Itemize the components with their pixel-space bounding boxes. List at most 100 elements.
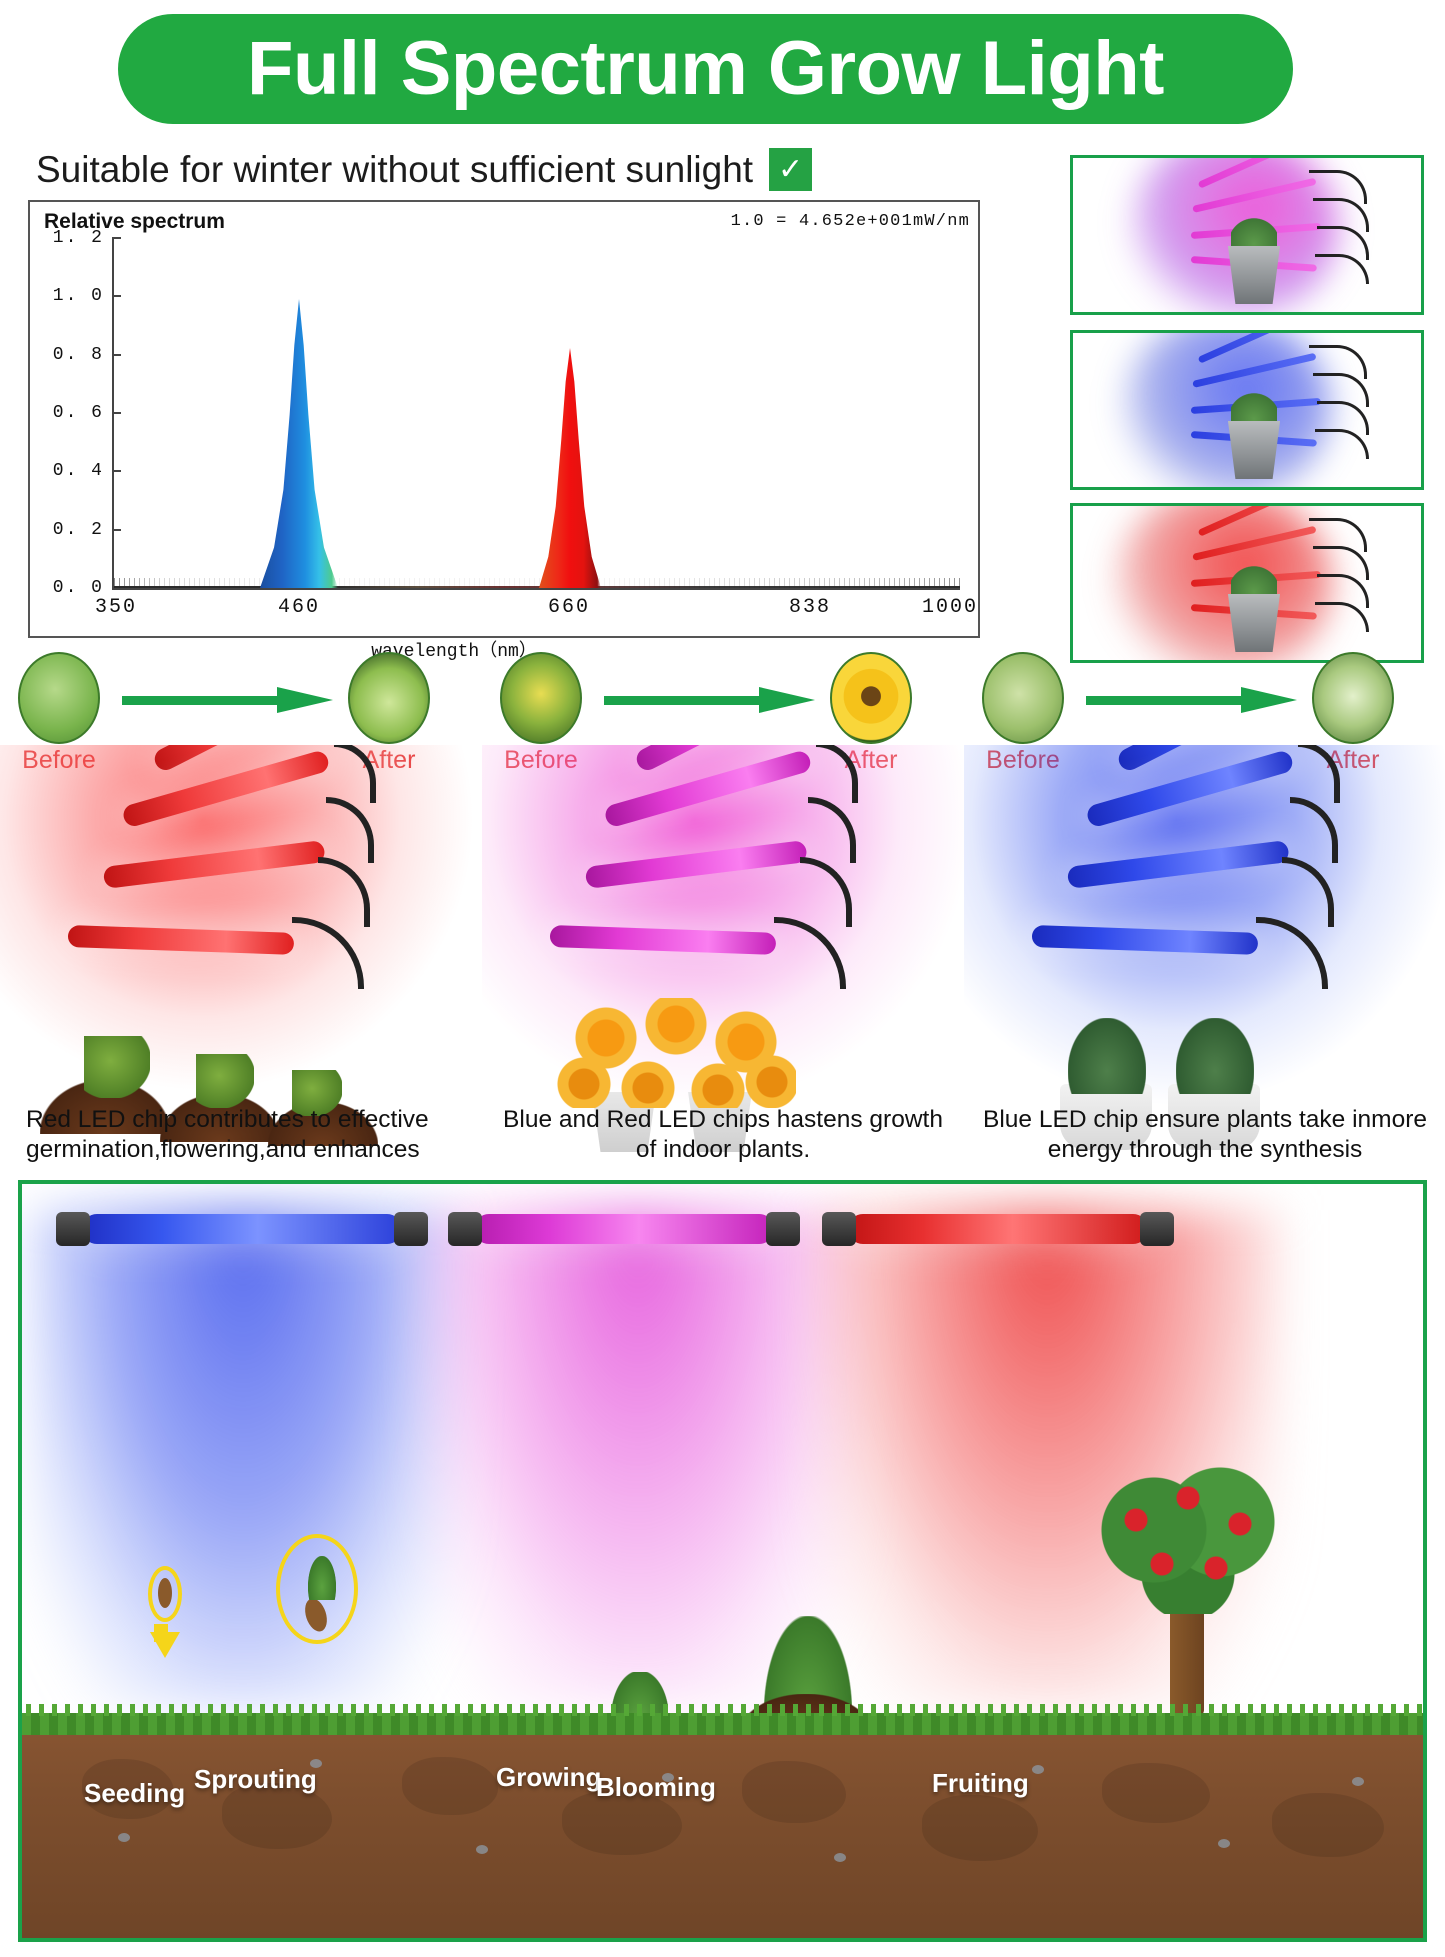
grass-layer	[22, 1704, 1423, 1735]
check-icon: ✓	[769, 148, 813, 191]
caption-red: Red LED chip contributes to effective ge…	[26, 1106, 429, 1163]
stage-label-blooming: Blooming	[596, 1772, 716, 1802]
soil-pebble	[662, 1773, 674, 1782]
x-tick-3: 838	[788, 596, 832, 619]
arrow-head	[759, 687, 815, 713]
bar-cap-left-2	[448, 1212, 482, 1246]
gooseneck-1	[816, 745, 858, 803]
growth-stage-banner: Seeding Sprouting Growing Blooming Fruit…	[18, 1180, 1427, 1942]
arrow-head	[1241, 687, 1297, 713]
blue-peak	[260, 299, 338, 588]
arrow-icon	[604, 687, 815, 713]
y-tick-3: 0. 6	[52, 403, 104, 423]
seed-oval-2	[276, 1534, 358, 1644]
seed-1	[158, 1578, 172, 1608]
before-image-1	[18, 652, 100, 744]
comparison-panels: Before After Red LED chip c	[0, 650, 1445, 1163]
y-tick-6: 1. 2	[52, 228, 104, 248]
gooseneck-1	[1298, 745, 1340, 803]
x-tick-2: 660	[547, 596, 591, 619]
thumbnail-red-lamp	[1070, 503, 1424, 663]
panel-red: Before After Red LED chip c	[0, 650, 482, 1163]
panel-blue: Before After Blue LED chip ensure plants…	[964, 650, 1445, 1163]
after-image-1	[348, 652, 430, 744]
x-tick-1: 460	[277, 596, 321, 619]
thumbnail-pink-lamp	[1070, 155, 1424, 315]
title-banner: Full Spectrum Grow Light	[118, 14, 1293, 124]
succulent-2	[1176, 1018, 1254, 1094]
caption-pink: Blue and Red LED chips hastens growth of…	[503, 1106, 943, 1163]
stage-label-seeding: Seeding	[84, 1778, 186, 1808]
soil-layer	[22, 1704, 1423, 1938]
soil-clod	[222, 1783, 332, 1849]
red-peak	[539, 348, 601, 588]
soil-clod	[562, 1791, 682, 1855]
y-tick-mark-6	[112, 237, 121, 239]
soil-pebble	[1032, 1765, 1044, 1774]
soil-clod	[922, 1795, 1038, 1861]
bar-cap-right-1	[394, 1212, 428, 1246]
soil-clod	[1272, 1793, 1384, 1857]
seedling-1	[84, 1036, 150, 1098]
before-image-3	[982, 652, 1064, 744]
chart-plot-area: 0. 0 0. 2 0. 4 0. 6 0. 8 1. 0 1. 2 350 4…	[53, 228, 976, 662]
spectrum-chart: Relative spectrum 1.0 = 4.652e+001mW/nm …	[28, 200, 980, 662]
chart-title: Relative spectrum	[44, 210, 225, 233]
x-axis-label: wavelength（nm）	[371, 642, 537, 662]
y-tick-0: 0. 0	[52, 578, 104, 598]
red-cone	[812, 1210, 1282, 1710]
mini-pot-1	[1227, 246, 1281, 304]
stage-label-sprouting: Sprouting	[194, 1764, 317, 1794]
soil-pebble	[834, 1853, 846, 1862]
bottom-bar-blue	[82, 1214, 402, 1244]
bar-cap-left-3	[822, 1212, 856, 1246]
mini-pot-3	[1227, 594, 1281, 652]
arrow-icon	[1086, 687, 1297, 713]
soil-pebble	[1218, 1839, 1230, 1848]
check-glyph: ✓	[778, 152, 804, 186]
panel-pink: Before After Blue and Red LED chips hast…	[482, 650, 964, 1163]
y-tick-1: 0. 2	[52, 520, 104, 540]
subtitle-text: Suitable for winter without sufficient s…	[36, 148, 754, 190]
after-image-3	[1312, 652, 1394, 744]
thumbnail-blue-lamp	[1070, 330, 1424, 490]
arrow-shaft	[1086, 696, 1246, 705]
succulent-1	[1068, 1018, 1146, 1094]
sprout-leaves	[308, 1556, 336, 1600]
blue-cone	[28, 1210, 458, 1710]
scene-blue	[964, 745, 1445, 1160]
subtitle-row: Suitable for winter without sufficient s…	[36, 148, 813, 191]
succulent-pot-1	[1060, 1084, 1152, 1150]
bottom-bar-pink	[474, 1214, 774, 1244]
arrow-shaft	[604, 696, 764, 705]
bar-cap-right-2	[766, 1212, 800, 1246]
y-tick-mark-0	[112, 587, 121, 589]
y-tick-5: 1. 0	[52, 286, 104, 306]
soil-pebble	[310, 1759, 322, 1768]
tree-fruits	[1100, 1468, 1278, 1608]
y-tick-mark-5	[112, 295, 121, 297]
y-tick-2: 0. 4	[52, 461, 104, 481]
before-image-2	[500, 652, 582, 744]
caption-blue: Blue LED chip ensure plants take inmore …	[983, 1106, 1427, 1163]
scene-red	[0, 745, 482, 1160]
soil-clod	[82, 1759, 174, 1819]
after-image-2	[830, 652, 912, 744]
arrow-head	[277, 687, 333, 713]
x-tick-0: 350	[94, 596, 138, 619]
sunflowers	[556, 998, 796, 1108]
y-tick-4: 0. 8	[52, 345, 104, 365]
soil-pebble	[476, 1845, 488, 1854]
seedling-2	[196, 1054, 254, 1108]
chart-annotation: 1.0 = 4.652e+001mW/nm	[730, 212, 970, 231]
y-axis	[112, 238, 114, 590]
soil-clod	[402, 1757, 498, 1815]
page-title: Full Spectrum Grow Light	[247, 26, 1164, 111]
succulent-pot-2	[1168, 1084, 1260, 1150]
mini-pot-2	[1227, 421, 1281, 479]
stage-label-fruiting: Fruiting	[932, 1768, 1029, 1798]
bar-cap-left-1	[56, 1212, 90, 1246]
y-tick-mark-4	[112, 354, 121, 356]
soil-clod	[1102, 1763, 1210, 1823]
